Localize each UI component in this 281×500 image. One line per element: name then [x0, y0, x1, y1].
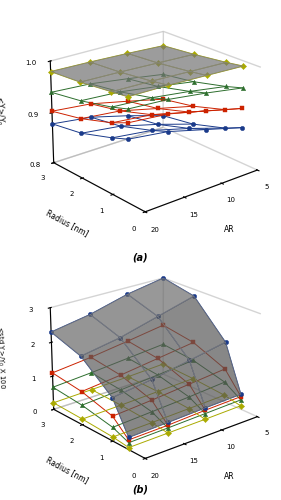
- Y-axis label: Radius [nm]: Radius [nm]: [44, 455, 90, 485]
- Y-axis label: Radius [nm]: Radius [nm]: [44, 208, 90, 238]
- X-axis label: AR: AR: [224, 472, 235, 481]
- Text: (b): (b): [133, 485, 148, 495]
- X-axis label: AR: AR: [224, 226, 235, 234]
- Text: (a): (a): [133, 252, 148, 262]
